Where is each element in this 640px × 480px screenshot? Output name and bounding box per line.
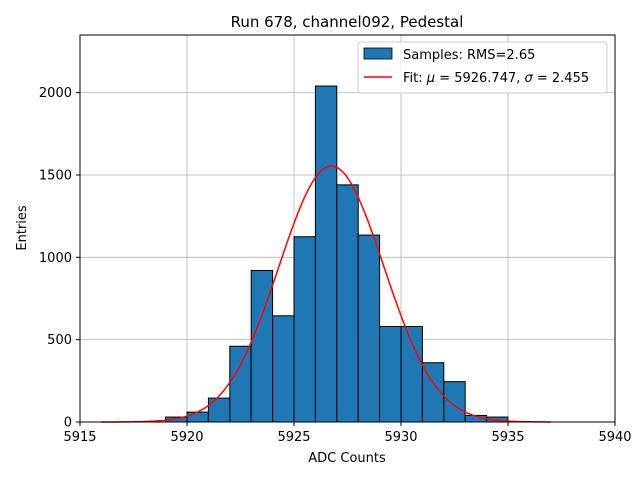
histogram-bar (379, 325, 402, 423)
histogram-bar (207, 397, 231, 423)
histogram-bar (229, 345, 252, 423)
y-axis-ticks: 0 500 1000 1500 2000 (39, 86, 80, 431)
y-tick-label: 500 (47, 333, 72, 348)
legend-histogram-swatch (363, 47, 393, 60)
chart-title: Run 678, channel092, Pedestal (231, 13, 464, 31)
y-tick-label: 1000 (39, 251, 72, 266)
x-tick-label: 5930 (384, 430, 417, 445)
legend-fit-mu-symbol: μ (426, 71, 435, 86)
legend-fit-sigma-symbol: σ (525, 71, 534, 86)
legend-fit-prefix: Fit: (403, 71, 427, 86)
y-tick-label: 2000 (39, 86, 72, 101)
x-tick-label: 5935 (491, 430, 524, 445)
x-tick-label: 5920 (170, 430, 203, 445)
legend-histogram-label: Samples: RMS=2.65 (403, 48, 535, 63)
x-tick-label: 5915 (63, 430, 96, 445)
legend: Samples: RMS=2.65 Fit: μ = 5926.747, σ =… (357, 41, 608, 94)
legend-fit-label: Fit: μ = 5926.747, σ = 2.455 (403, 71, 589, 86)
histogram-bars (165, 85, 509, 423)
histogram-bar (314, 85, 338, 423)
histogram-bar (293, 236, 316, 423)
y-axis-label: Entries (15, 205, 30, 251)
y-tick-label: 0 (64, 416, 72, 431)
fit-curve (101, 165, 551, 423)
x-tick-label: 5940 (598, 430, 631, 445)
legend-fit-mu-value: = 5926.747, (435, 71, 524, 86)
histogram-bar (443, 381, 466, 423)
y-tick-label: 1500 (39, 168, 72, 183)
x-tick-label: 5925 (277, 430, 310, 445)
legend-box (357, 41, 608, 94)
histogram-bar (336, 184, 359, 423)
histogram-bar (357, 234, 381, 423)
histogram-bar (272, 315, 295, 423)
legend-fit-sigma-value: = 2.455 (533, 71, 589, 86)
histogram-bar (186, 411, 209, 423)
x-axis-label: ADC Counts (308, 451, 386, 466)
x-axis-ticks: 5915 5920 5925 5930 5935 5940 (63, 422, 632, 445)
plot-frame (79, 34, 616, 423)
